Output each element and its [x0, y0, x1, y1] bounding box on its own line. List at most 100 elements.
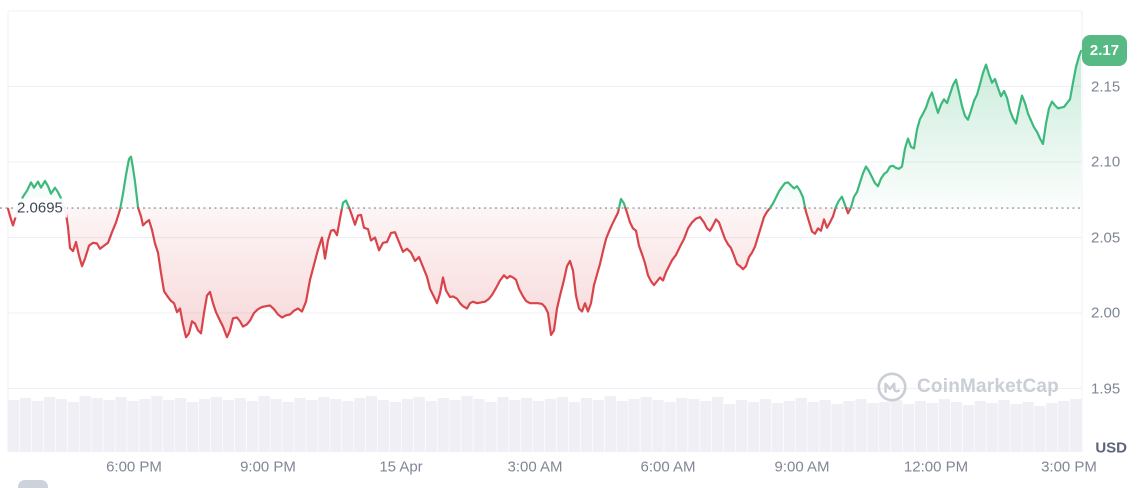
volume-bar — [449, 400, 461, 452]
x-tick-label: 9:00 AM — [774, 458, 830, 476]
volume-bar — [783, 401, 795, 452]
volume-bar — [389, 402, 402, 452]
price-line-up-segment[interactable] — [768, 181, 807, 210]
price-line-up-segment[interactable] — [834, 195, 848, 210]
volume-bar — [926, 403, 939, 452]
volume-bar — [879, 402, 891, 452]
price-line-down-segment[interactable] — [624, 207, 772, 287]
volume-bar — [234, 398, 246, 452]
volume-bar — [163, 400, 175, 452]
volume-bar — [712, 397, 724, 452]
volume-bar — [1070, 399, 1082, 452]
volume-bar — [580, 398, 593, 452]
volume-bar — [795, 398, 807, 452]
volume-bar — [151, 396, 163, 452]
price-line-up-segment[interactable] — [617, 197, 627, 210]
price-line-down-segment[interactable] — [137, 207, 344, 339]
baseline-price-label: 2.0695 — [13, 198, 67, 218]
volume-bar — [950, 402, 962, 452]
y-tick-label: 1.95 — [1091, 380, 1121, 397]
volume-bar — [354, 398, 366, 452]
volume-bar — [19, 398, 32, 452]
volume-bar — [759, 399, 772, 452]
volume-bar — [556, 397, 569, 452]
volume-bar — [891, 400, 903, 452]
volume-bar — [604, 396, 616, 452]
volume-bar — [568, 402, 581, 452]
volume-bar — [294, 398, 306, 452]
price-line-up-segment[interactable] — [119, 155, 140, 210]
volume-bar — [175, 398, 187, 452]
price-line-up-segment[interactable] — [17, 179, 66, 210]
volume-bar — [771, 403, 783, 452]
coinmarketcap-logo-icon — [877, 372, 907, 402]
volume-bar — [998, 400, 1010, 452]
volume-bar — [509, 400, 521, 452]
volume-bar — [903, 404, 915, 452]
x-tick-label: 9:00 PM — [240, 458, 296, 476]
volume-bar — [115, 397, 127, 452]
volume-bar — [688, 399, 700, 452]
volume-bar — [735, 400, 748, 452]
volume-bar — [67, 402, 79, 452]
volume-bar — [270, 399, 282, 452]
y-tick-label: 2.00 — [1091, 304, 1121, 322]
volume-bar — [533, 401, 545, 452]
volume-bar — [401, 399, 414, 452]
volume-bar — [413, 397, 425, 452]
price-line-down-segment[interactable] — [63, 207, 122, 268]
volume-bar — [700, 401, 712, 452]
volume-bar — [437, 398, 449, 452]
corner-pill[interactable] — [18, 480, 48, 488]
area-below-baseline — [805, 208, 836, 234]
y-tick-label: 2.05 — [1091, 229, 1121, 246]
volume-bar — [210, 397, 223, 452]
volume-bar — [1058, 401, 1070, 452]
volume-bar — [640, 397, 652, 452]
volume-bar — [807, 402, 819, 452]
volume-bar — [342, 401, 354, 452]
price-line-down-segment[interactable] — [845, 207, 852, 215]
volume-bar — [306, 400, 318, 452]
volume-bar — [55, 399, 67, 452]
volume-bar — [366, 396, 378, 452]
volume-bar — [831, 404, 843, 452]
watermark-text: CoinMarketCap — [917, 376, 1059, 397]
volume-bar — [1046, 403, 1058, 452]
x-tick-label: 3:00 PM — [1041, 458, 1097, 476]
volume-bar — [461, 396, 473, 452]
volume-bar — [1010, 404, 1022, 452]
price-line[interactable] — [6, 49, 1083, 339]
area-above-baseline — [120, 156, 139, 209]
volume-bar — [103, 400, 115, 452]
volume-bar — [258, 396, 270, 452]
volume-bar — [330, 399, 342, 452]
volume-bar — [198, 399, 211, 452]
volume-bar — [497, 397, 509, 452]
x-tick-label: 6:00 AM — [640, 458, 696, 476]
volume-bar — [867, 403, 879, 452]
price-line-up-segment[interactable] — [849, 49, 1083, 210]
volume-bar — [855, 399, 867, 452]
volume-bar — [938, 399, 951, 452]
area-below-baseline — [625, 208, 770, 286]
price-line-down-segment[interactable] — [348, 207, 621, 336]
volume-bar — [986, 403, 998, 452]
volume-bar — [31, 401, 44, 452]
volume-bar — [282, 402, 294, 452]
volume-bar — [127, 401, 139, 452]
currency-unit-label: USD — [1095, 439, 1127, 457]
volume-bar — [592, 400, 604, 452]
volume-bar — [473, 399, 485, 452]
volume-bar — [485, 402, 497, 452]
price-area-fills — [8, 51, 1081, 338]
x-tick-label: 3:00 AM — [507, 458, 563, 476]
volume-bar — [1022, 402, 1034, 452]
volume-bar — [819, 400, 831, 452]
volume-bar — [187, 402, 199, 452]
price-line-down-segment[interactable] — [804, 207, 837, 235]
y-tick-label: 2.10 — [1091, 153, 1121, 171]
volume-bar — [843, 401, 855, 452]
